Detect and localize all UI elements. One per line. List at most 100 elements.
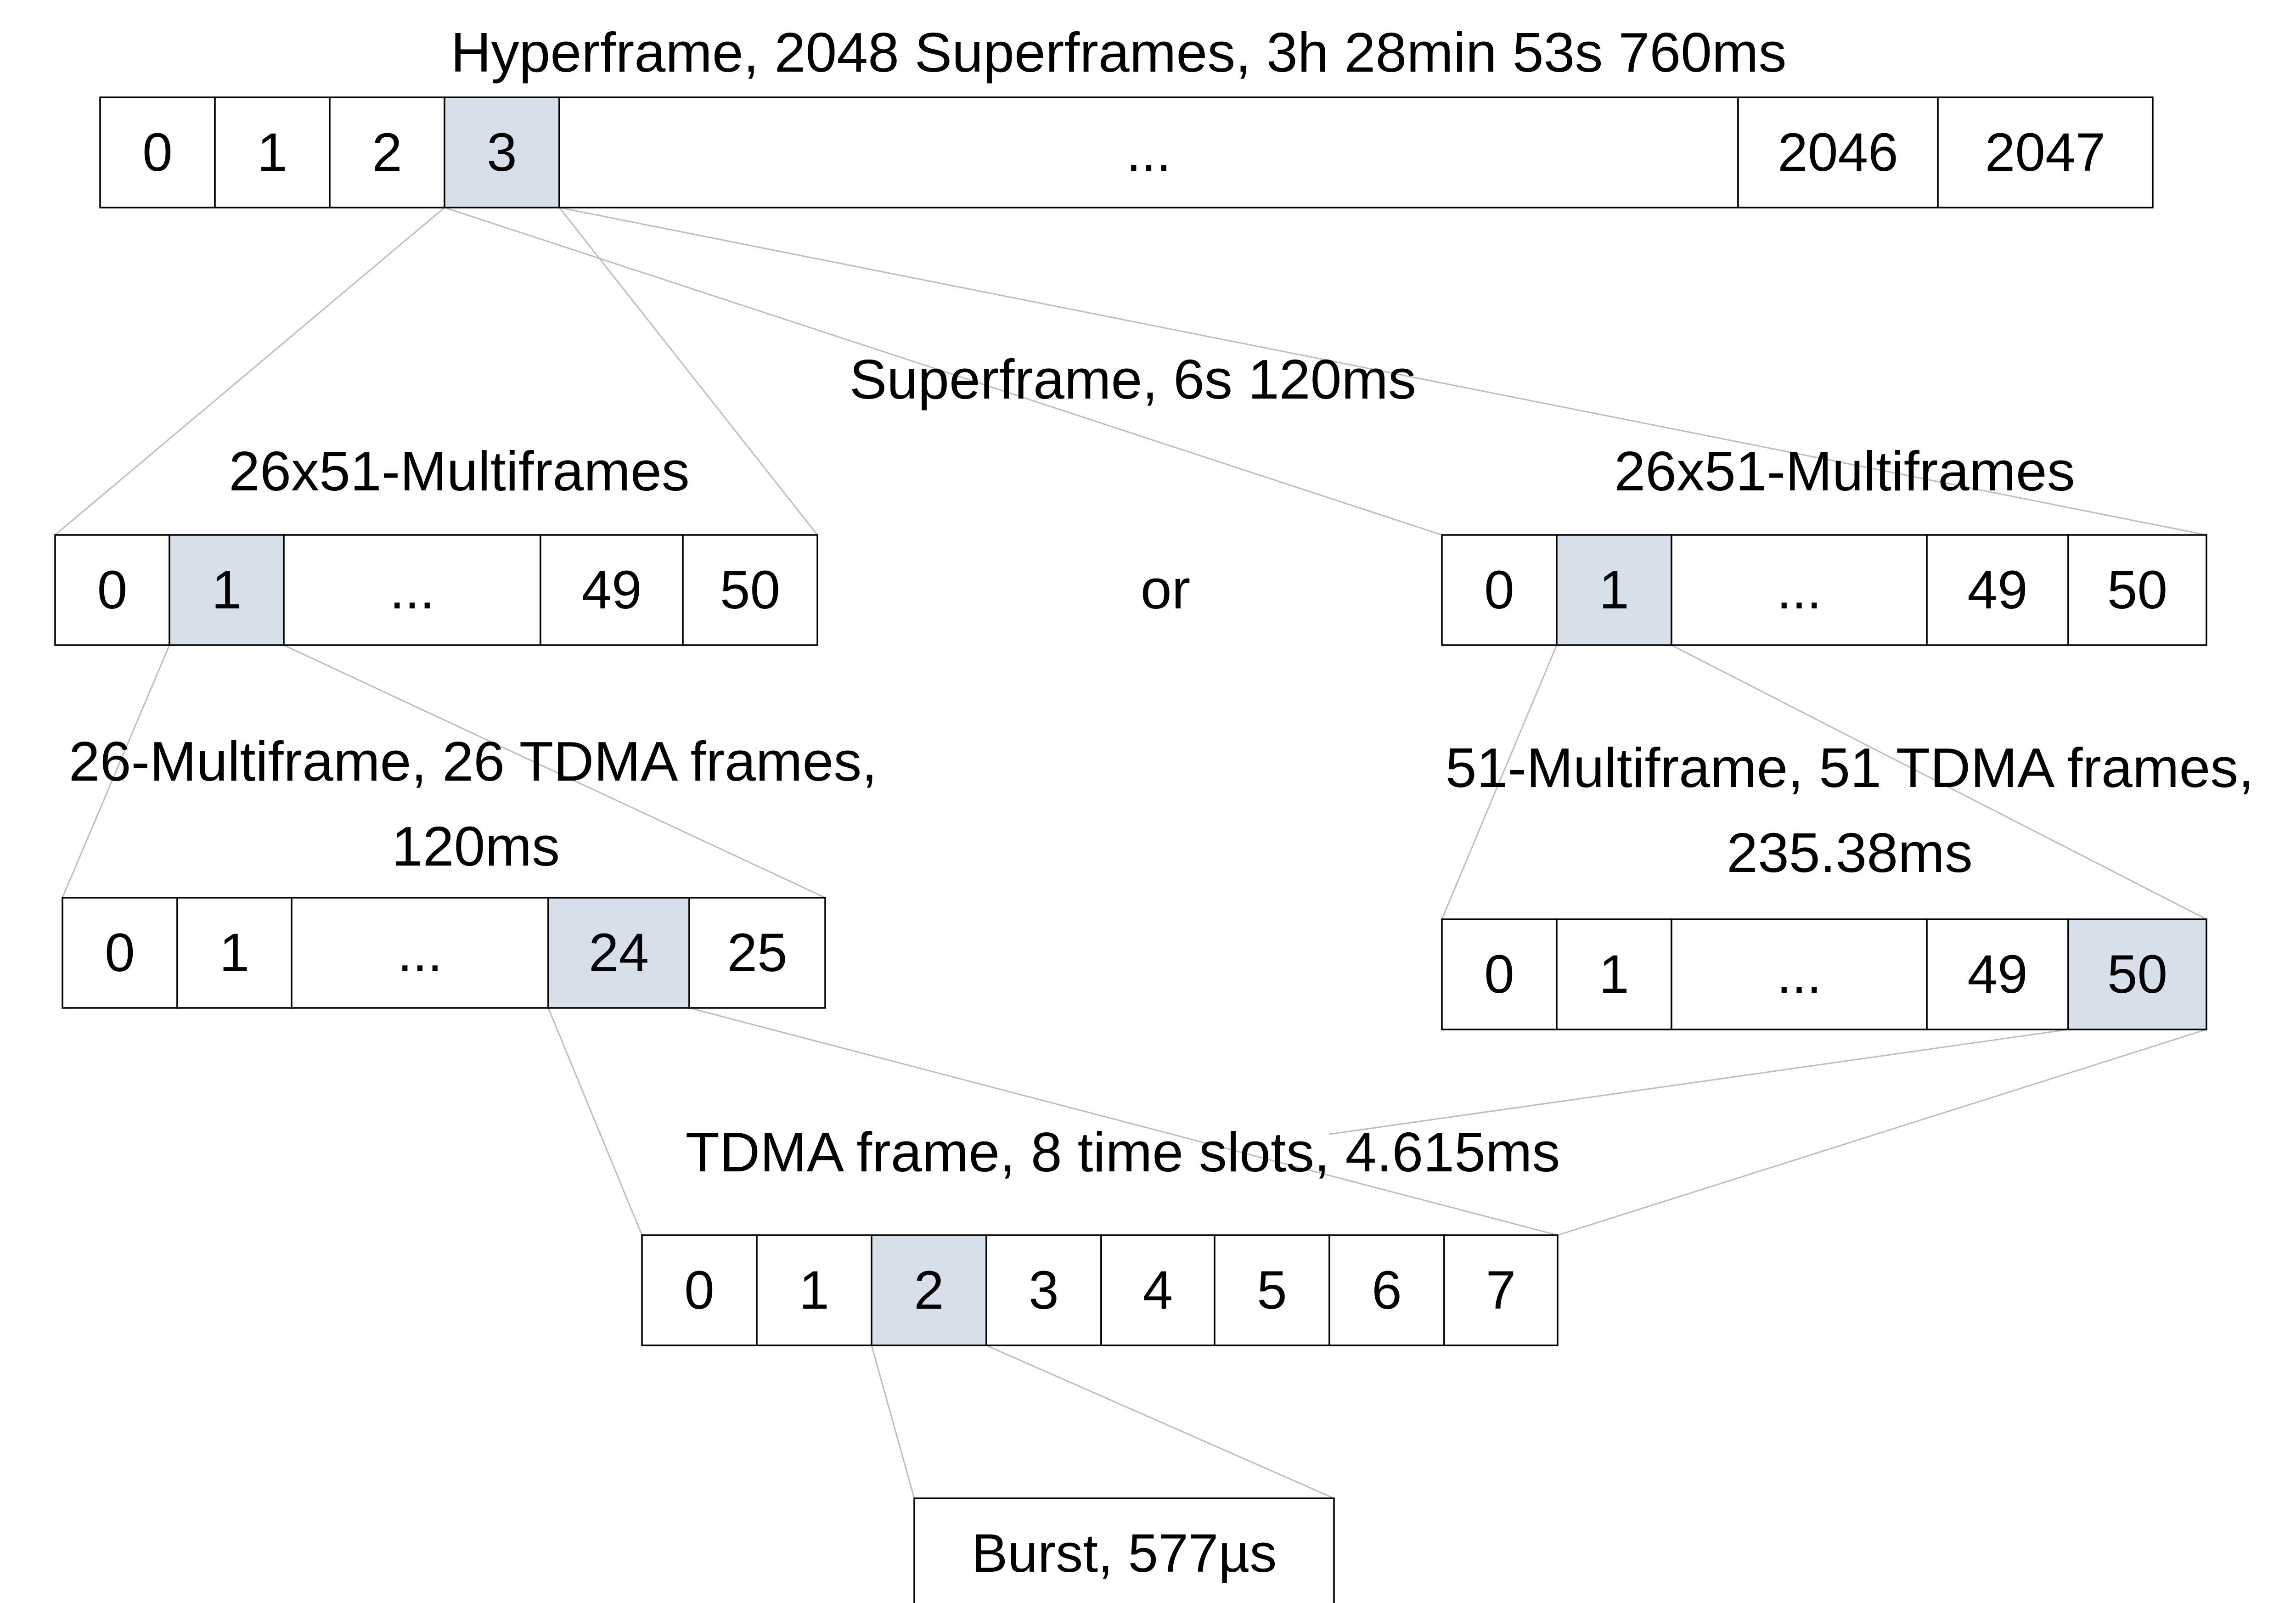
multiframes-right-cell-4: 50 <box>2067 534 2207 646</box>
connector-line <box>1329 1029 2069 1135</box>
cell-rect <box>1671 534 1928 646</box>
hyperframe-cell-3: 3 <box>444 96 560 208</box>
cell-label: 5 <box>1257 1260 1287 1321</box>
cell-label: 1 <box>799 1260 829 1321</box>
cell-label: 3 <box>487 122 517 183</box>
cell-rect <box>1443 1234 1559 1346</box>
cell-label: 50 <box>2107 560 2167 620</box>
cell-rect <box>641 1234 758 1346</box>
cell-label: ... <box>397 922 442 983</box>
connector-line <box>55 207 445 536</box>
cell-label: 50 <box>720 560 780 620</box>
connector-lines <box>55 207 2207 1499</box>
cell-label: 1 <box>212 560 242 620</box>
connector-line <box>1441 645 1558 920</box>
cell-rect <box>1328 1234 1445 1346</box>
multiframes-left-cell-3: 49 <box>540 534 684 646</box>
multiframes-right-cell-0: 0 <box>1441 534 1558 646</box>
multiframe51-row: 0 1... 49 50 <box>1441 918 2207 1030</box>
cell-rect <box>62 897 178 1009</box>
tdma-slot-4: 4 <box>1100 1234 1216 1346</box>
tdma-frame-title: TDMA frame, 8 time slots, 4.615ms <box>685 1121 1560 1183</box>
cell-rect <box>756 1234 872 1346</box>
multiframes-left-cell-1: 1 <box>169 534 285 646</box>
cell-label: 1 <box>219 922 250 983</box>
cell-rect <box>329 96 445 208</box>
cell-rect <box>1737 96 1939 208</box>
connector-line <box>689 1007 1558 1236</box>
multiframe26-cell-2: ... <box>291 897 549 1009</box>
highlighted-cell-rect <box>871 1234 987 1346</box>
multiframe51-cell-0: 0 <box>1441 918 1558 1030</box>
cell-label: ... <box>1777 944 1822 1005</box>
cell-rect <box>2067 534 2207 646</box>
cell-rect <box>1926 534 2069 646</box>
cell-label: ... <box>389 560 434 620</box>
hyperframe-cell-1: 1 <box>214 96 331 208</box>
cell-label: 0 <box>1484 560 1514 620</box>
multiframe26-title-line2: 120ms <box>392 815 560 877</box>
cell-label: 49 <box>1967 560 2027 620</box>
cell-label: 6 <box>1372 1260 1402 1321</box>
hyperframe-cell-6: 2047 <box>1937 96 2154 208</box>
cell-label: 49 <box>581 560 642 620</box>
cell-label: 0 <box>1484 944 1514 1005</box>
cell-rect <box>1556 918 1672 1030</box>
multiframes-right-row: 0 1... 49 50 <box>1441 534 2207 646</box>
highlighted-cell-rect <box>547 897 690 1009</box>
connector-line <box>1671 644 2207 920</box>
multiframe26-title-line1: 26-Multiframe, 26 TDMA frames, <box>69 730 877 793</box>
burst-rect <box>913 1497 1335 1603</box>
highlighted-cell-rect <box>2067 918 2207 1030</box>
cell-label: 2047 <box>1985 122 2106 183</box>
cell-rect <box>1100 1234 1216 1346</box>
cell-label: 0 <box>97 560 128 620</box>
cell-label: 0 <box>105 922 135 983</box>
connector-line <box>559 207 2207 536</box>
connector-line <box>547 1007 643 1236</box>
tdma-slot-6: 6 <box>1328 1234 1445 1346</box>
hyperframe-cell-4: ... <box>558 96 1739 208</box>
cell-label: 7 <box>1486 1260 1516 1321</box>
tdma-slot-2: 2 <box>871 1234 987 1346</box>
cell-rect <box>54 534 170 646</box>
tdma-slot-7: 7 <box>1443 1234 1559 1346</box>
cell-rect <box>1926 918 2069 1030</box>
hyperframe-cell-0: 0 <box>99 96 216 208</box>
cell-rect <box>283 534 541 646</box>
tdma-slot-5: 5 <box>1214 1234 1330 1346</box>
hyperframe-title: Hyperframe, 2048 Superframes, 3h 28min 5… <box>450 21 1786 84</box>
multiframe26-cell-0: 0 <box>62 897 178 1009</box>
multiframes-left-cell-4: 50 <box>682 534 818 646</box>
connector-line <box>871 1345 915 1499</box>
multiframe51-cell-3: 49 <box>1926 918 2069 1030</box>
cell-rect <box>291 897 549 1009</box>
cell-label: 1 <box>1599 944 1629 1005</box>
cell-label: 2046 <box>1778 122 1898 183</box>
hyperframe-row: 0 1 2 3... 2046 2047 <box>99 96 2154 208</box>
burst-label: Burst, 577µs <box>972 1523 1277 1584</box>
tdma-frame-row: 0 1 2 3 4 5 6 7 <box>641 1234 1559 1346</box>
multiframes-left-cell-2: ... <box>283 534 541 646</box>
superframe-title: Superframe, 6s 120ms <box>850 348 1416 411</box>
highlighted-cell-rect <box>1556 534 1672 646</box>
multiframes-left-row: 0 1... 49 50 <box>54 534 818 646</box>
cell-label: 50 <box>2107 944 2167 1005</box>
tdma-slot-3: 3 <box>985 1234 1102 1346</box>
multiframe26-cell-3: 24 <box>547 897 690 1009</box>
multiframe51-title-line2: 235.38ms <box>1727 821 1973 884</box>
cell-label: 1 <box>1599 560 1629 620</box>
multiframes-right-cell-3: 49 <box>1926 534 2069 646</box>
cell-label: 49 <box>1967 944 2027 1005</box>
burst-box: Burst, 577µs <box>913 1497 1335 1603</box>
hyperframe-cell-2: 2 <box>329 96 445 208</box>
tdma-slot-1: 1 <box>756 1234 872 1346</box>
cell-label: 3 <box>1029 1260 1059 1321</box>
cell-rect <box>1214 1234 1330 1346</box>
connector-line <box>62 645 170 898</box>
connector-line <box>1557 1029 2207 1236</box>
cell-rect <box>558 96 1739 208</box>
multiframes-left-title: 26x51-Multiframes <box>229 440 689 502</box>
connector-line <box>558 207 818 535</box>
